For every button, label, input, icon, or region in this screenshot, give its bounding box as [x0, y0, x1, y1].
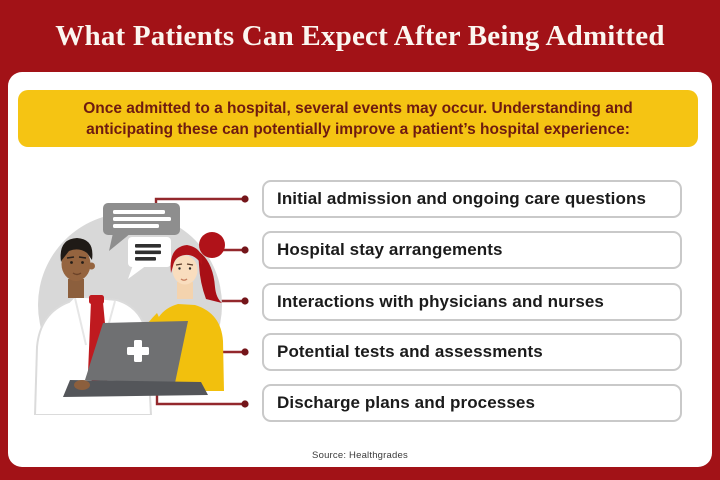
expectation-label: Hospital stay arrangements: [277, 240, 503, 259]
intro-text-line-2: anticipating these can potentially impro…: [86, 120, 630, 138]
expectation-item-2: Hospital stay arrangements: [262, 231, 682, 269]
expectation-label: Discharge plans and processes: [277, 393, 536, 412]
medical-cross-icon: [127, 340, 149, 362]
connector-dots: [241, 195, 249, 408]
intro-text-line-1: Once admitted to a hospital, several eve…: [83, 99, 633, 117]
intro-banner: Once admitted to a hospital, several eve…: [18, 90, 698, 147]
expectation-item-1: Initial admission and ongoing care quest…: [262, 180, 682, 218]
expectation-item-5: Discharge plans and processes: [262, 384, 682, 422]
doctor-hand: [74, 380, 90, 390]
chat-bubble-icon: [128, 237, 171, 279]
expectation-label: Potential tests and assessments: [277, 342, 543, 361]
expectation-label: Interactions with physicians and nurses: [277, 292, 604, 311]
speech-bubble-icon: [103, 203, 180, 251]
page-title: What Patients Can Expect After Being Adm…: [55, 19, 665, 52]
doctor-patient-illustration: [33, 203, 225, 415]
laptop-icon: [63, 321, 208, 397]
expectation-item-3: Interactions with physicians and nurses: [262, 283, 682, 321]
source-attribution: Source: Healthgrades: [312, 450, 408, 461]
expectation-label: Initial admission and ongoing care quest…: [277, 189, 647, 208]
expectation-item-4: Potential tests and assessments: [262, 333, 682, 371]
